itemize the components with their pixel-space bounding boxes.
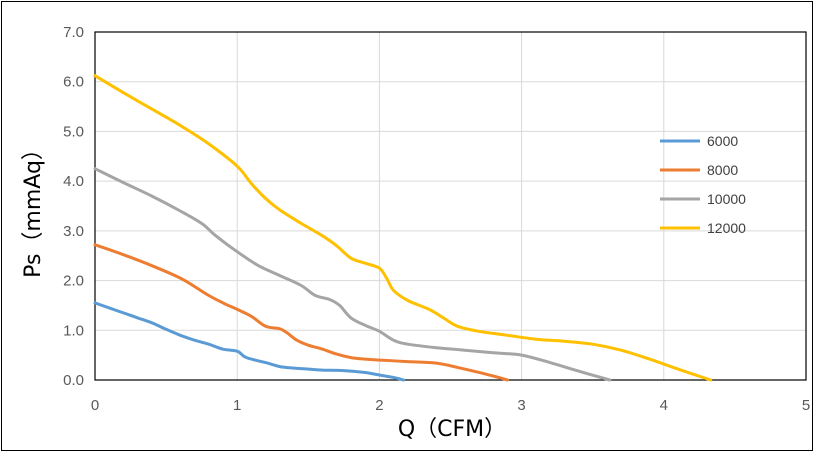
- y-tick-label: 2.0: [63, 273, 84, 290]
- legend-label-6000: 6000: [707, 133, 738, 149]
- legend-label-10000: 10000: [707, 191, 746, 207]
- series-line-8000: [93, 243, 509, 382]
- y-tick-label: 3.0: [63, 223, 84, 240]
- series-line-10000: [93, 167, 612, 382]
- x-tick-label: 2: [375, 397, 383, 414]
- x-axis-title: Q（CFM）: [398, 417, 506, 442]
- series-line-6000: [93, 301, 406, 382]
- y-axis-title: Ps（mmAq）: [21, 138, 46, 278]
- x-tick-label: 4: [660, 397, 668, 414]
- legend-label-12000: 12000: [707, 220, 746, 236]
- legend: 6000 8000 10000 12000: [660, 133, 746, 236]
- y-tick-label: 5.0: [63, 123, 84, 140]
- plot-area-border: [94, 31, 807, 381]
- x-tick-label: 3: [517, 397, 525, 414]
- series-lines: [93, 74, 713, 382]
- x-tick-label: 0: [91, 397, 99, 414]
- y-tick-label: 0.0: [63, 372, 84, 389]
- y-tick-label: 6.0: [63, 74, 84, 91]
- y-tick-label: 1.0: [63, 322, 84, 339]
- y-axis-ticks: 0.0 1.0 2.0 3.0 4.0 5.0 6.0 7.0: [63, 24, 84, 389]
- y-tick-label: 7.0: [63, 24, 84, 41]
- x-tick-label: 1: [233, 397, 241, 414]
- y-tick-label: 4.0: [63, 173, 84, 190]
- x-axis-ticks: 0 1 2 3 4 5: [91, 397, 810, 414]
- x-tick-label: 5: [802, 397, 810, 414]
- legend-label-8000: 8000: [707, 162, 738, 178]
- series-line-12000: [93, 74, 713, 382]
- grid-lines: [95, 32, 806, 380]
